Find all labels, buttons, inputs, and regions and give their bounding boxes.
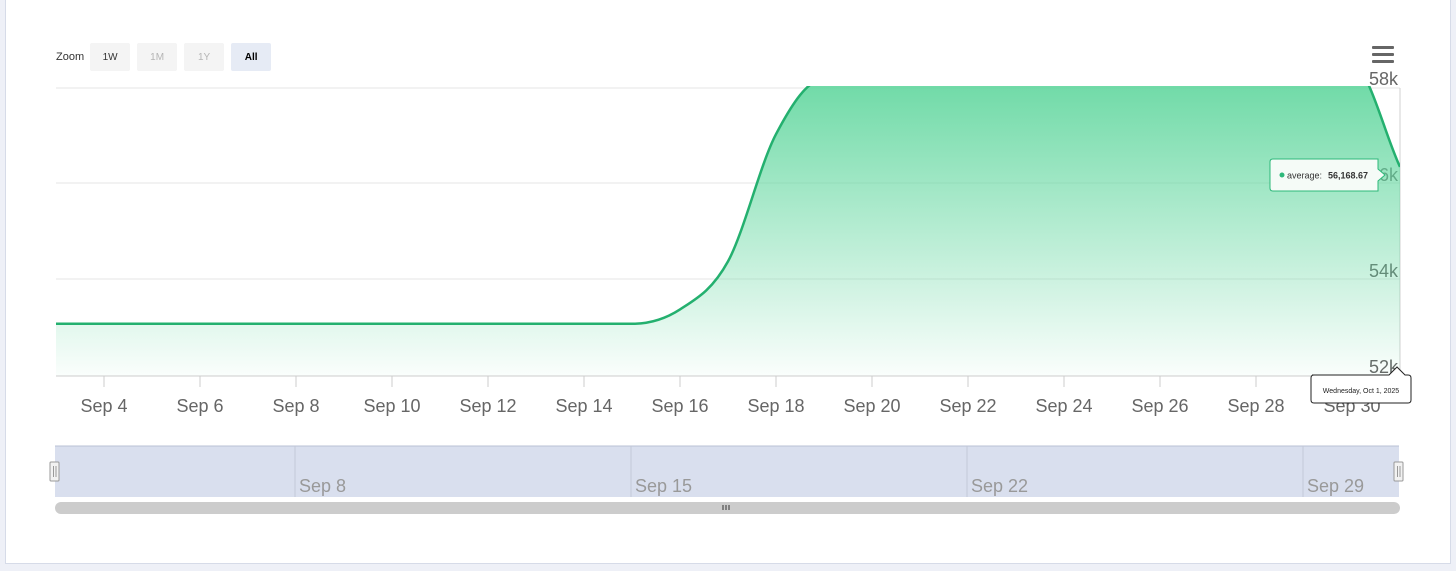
series-area-average: [56, 86, 1400, 376]
tooltip-series-marker: [1279, 172, 1285, 178]
navigator-left-handle: [49, 461, 60, 482]
x-axis: Sep 4 Sep 6 Sep 8 Sep 10 Sep 12 Sep 14 Sep 16 S…: [56, 375, 1400, 416]
zoom-1m-button[interactable]: 1M: [137, 43, 178, 71]
x-tick-label: Sep 22: [939, 396, 996, 416]
tooltip-series-name: average:: [1287, 171, 1322, 181]
hamburger-menu-icon[interactable]: [1369, 43, 1397, 67]
series-line-average: [56, 86, 1400, 326]
navigator-label: Sep 8: [299, 476, 346, 496]
navigator[interactable]: Sep 8 Sep 15 Sep 22 Sep 29: [49, 445, 1404, 514]
crosshair-date-label: Wednesday, Oct 1, 2025: [1323, 388, 1400, 395]
x-tick-label: Sep 8: [272, 396, 319, 416]
tooltip-layer: average: 56,168.67 Wednesday, Oct 1, 202…: [1269, 158, 1412, 404]
x-tick-label: Sep 24: [1035, 396, 1092, 416]
x-tick-label: Sep 14: [555, 396, 612, 416]
x-tick-label: Sep 16: [651, 396, 708, 416]
x-tick-label: Sep 4: [80, 396, 127, 416]
zoom-bar: Zoom 1W 1M 1Y All: [56, 43, 278, 71]
navigator-range: [55, 446, 1399, 497]
x-tick-label: Sep 6: [176, 396, 223, 416]
navigator-label: Sep 29: [1307, 476, 1364, 496]
tooltip-box: [1269, 158, 1386, 192]
zoom-1y-button[interactable]: 1Y: [184, 43, 225, 71]
zoom-all-button[interactable]: All: [231, 43, 272, 71]
x-tick-label: Sep 28: [1227, 396, 1284, 416]
navigator-label: Sep 15: [635, 476, 692, 496]
navigator-scrollbar: [55, 502, 1400, 514]
x-tick-label: Sep 26: [1131, 396, 1188, 416]
x-tick-label: Sep 12: [459, 396, 516, 416]
navigator-label: Sep 22: [971, 476, 1028, 496]
x-tick-label: Sep 18: [747, 396, 804, 416]
x-tick-label: Sep 10: [363, 396, 420, 416]
crosshair-label-box: [1310, 366, 1412, 404]
zoom-1w-button[interactable]: 1W: [90, 43, 131, 71]
zoom-label: Zoom: [56, 51, 85, 63]
tooltip-value: 56,168.67: [1328, 171, 1368, 181]
plot-area: [56, 86, 1400, 376]
x-tick-label: Sep 20: [843, 396, 900, 416]
y-tick-label: 58k: [1369, 69, 1399, 89]
navigator-right-handle: [1393, 461, 1404, 482]
